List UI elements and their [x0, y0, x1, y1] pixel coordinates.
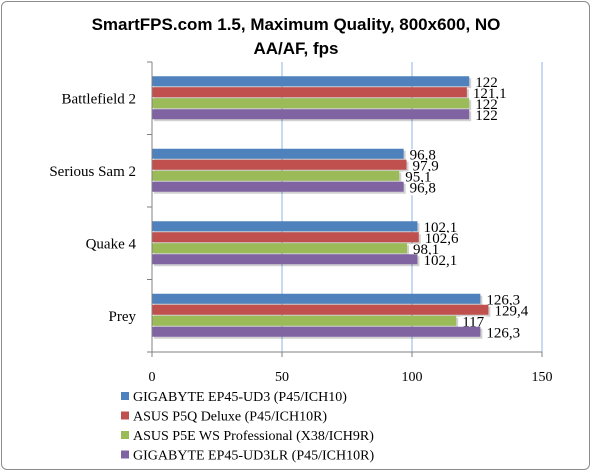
data-label: 96,8 — [410, 180, 436, 196]
legend-label: GIGABYTE EP45-UD3 (P45/ICH10) — [133, 390, 347, 405]
bar — [152, 98, 470, 109]
data-label: 129,4 — [494, 303, 528, 319]
bar — [152, 293, 481, 304]
data-label: 117 — [462, 314, 484, 330]
bar — [152, 181, 404, 192]
data-label: 96,8 — [410, 147, 436, 163]
data-label: 122 — [475, 97, 498, 113]
data-label-background — [411, 243, 442, 257]
bar — [152, 304, 489, 315]
legend-swatch — [121, 411, 129, 420]
data-label: 102,1 — [423, 253, 457, 269]
data-label-background — [407, 149, 438, 163]
data-label: 126,3 — [486, 325, 520, 341]
bar — [152, 87, 467, 98]
data-label: 122 — [475, 108, 498, 124]
bar — [152, 109, 470, 120]
data-label: 102,1 — [423, 220, 457, 236]
legend-label: ASUS P5Q Deluxe (P45/ICH10R) — [133, 410, 327, 425]
category-label: Prey — [109, 309, 137, 325]
legend-swatch — [121, 431, 129, 439]
legend-swatch — [121, 450, 129, 459]
data-label: 97,9 — [413, 158, 439, 174]
bar — [152, 232, 419, 243]
data-label-background — [473, 76, 500, 90]
data-label-background — [421, 221, 460, 235]
bar — [152, 221, 418, 232]
data-label: 98,1 — [413, 242, 439, 258]
data-label-background — [421, 254, 460, 268]
x-tick-label: 50 — [275, 370, 289, 385]
bar — [152, 315, 457, 326]
chart-title-line-2: AA/AF, fps — [254, 39, 339, 58]
data-label: 102,6 — [425, 231, 459, 247]
bar — [152, 159, 407, 170]
data-label: 121,1 — [473, 86, 507, 102]
chart-title-line-1: SmartFPS.com 1.5, Maximum Quality, 800x6… — [92, 15, 501, 34]
data-label-background — [460, 316, 487, 330]
x-tick-label: 150 — [532, 370, 553, 385]
data-label-background — [422, 232, 462, 246]
x-tick-label: 0 — [149, 370, 156, 385]
data-label: 122 — [475, 75, 498, 91]
data-label-background — [470, 87, 509, 101]
bar — [152, 170, 400, 181]
data-label-background — [484, 294, 523, 308]
legend-label: GIGABYTE EP45-UD3LR (P45/ICH10R) — [133, 449, 374, 464]
bar — [152, 243, 408, 254]
category-label: Serious Sam 2 — [49, 164, 136, 180]
bar — [152, 76, 470, 87]
bar — [152, 254, 418, 265]
category-label: Battlefield 2 — [61, 91, 136, 107]
data-label-background — [403, 171, 434, 185]
bar — [152, 326, 481, 337]
legend-swatch — [121, 392, 129, 400]
data-label-background — [410, 160, 441, 174]
data-label-background — [473, 98, 500, 112]
data-label-background — [484, 327, 523, 341]
x-tick-label: 100 — [402, 370, 423, 385]
category-label: Quake 4 — [86, 236, 137, 252]
bar — [152, 148, 404, 159]
data-label: 126,3 — [486, 292, 520, 308]
data-label-background — [473, 109, 500, 123]
legend-label: ASUS P5E WS Professional (X38/ICH9R) — [133, 429, 374, 444]
data-label-background — [407, 182, 438, 196]
data-label: 95,1 — [405, 169, 431, 185]
data-label-background — [492, 305, 531, 319]
